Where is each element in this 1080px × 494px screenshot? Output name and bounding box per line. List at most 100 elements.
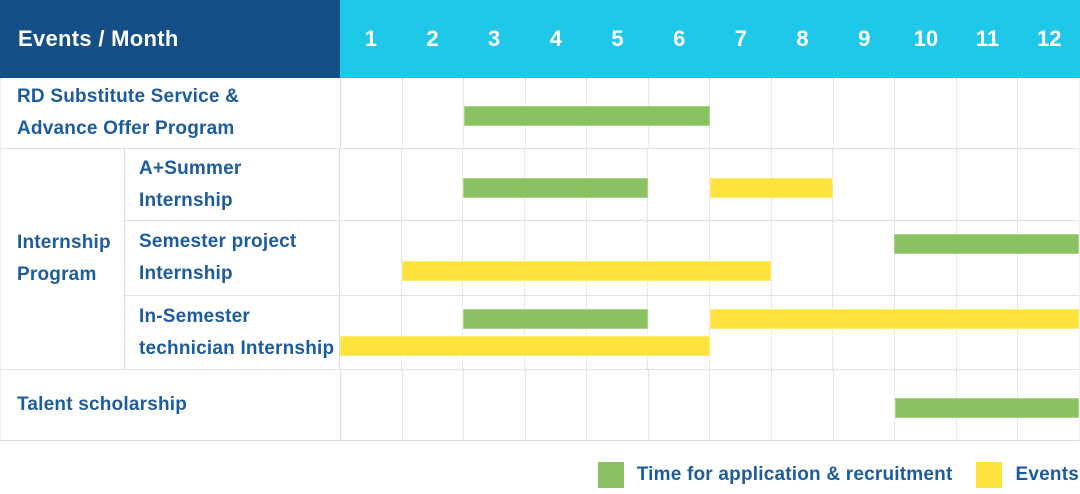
month-column <box>772 78 834 148</box>
legend-label-events: Events <box>1015 464 1079 485</box>
month-header-7: 7 <box>734 26 747 51</box>
row-label: A+Summer Internship <box>125 149 340 220</box>
month-header-6: 6 <box>673 26 686 51</box>
row-label: Semester project Internship <box>125 221 340 295</box>
row-label-line: Internship <box>139 263 233 284</box>
month-gridlines <box>341 78 1079 148</box>
month-gridlines <box>340 221 1079 295</box>
month-column <box>1018 221 1079 295</box>
row-label-line: Internship <box>139 189 233 211</box>
row-label-line: Program <box>17 264 97 285</box>
gantt-body: RD Substitute Service & Advance Offer Pro… <box>0 78 1080 441</box>
month-column <box>957 296 1019 369</box>
gantt-header-row: Events / Month 1 2 3 4 5 6 7 8 9 10 11 12 <box>0 0 1080 78</box>
row-label-line: technician Internship <box>139 337 335 359</box>
month-column <box>402 296 464 369</box>
table-row: Semester project Internship <box>125 220 1079 295</box>
row-label-line: Internship <box>17 232 111 253</box>
month-column <box>772 296 834 369</box>
month-header-4: 4 <box>549 26 562 51</box>
month-column <box>464 370 526 440</box>
gantt-bar-event <box>401 261 772 281</box>
month-column <box>1018 296 1079 369</box>
group-label: Internship Program <box>1 149 125 369</box>
month-column <box>463 296 526 369</box>
month-column <box>895 296 957 369</box>
gantt-bar-event <box>709 177 833 198</box>
month-column <box>895 149 957 220</box>
month-header-10: 10 <box>913 26 939 51</box>
gantt-bar-event <box>340 336 710 356</box>
group-sub-rows: A+Summer Internship Semester project Intern… <box>125 149 1079 369</box>
gantt-bar-event <box>709 309 1079 329</box>
legend-item-application: Time for application & recruitment <box>597 462 953 488</box>
month-column <box>587 370 649 440</box>
application-color-swatch-icon <box>597 462 624 488</box>
gantt-bar-application <box>463 177 648 198</box>
month-column <box>648 149 711 220</box>
row-chart-area <box>341 370 1079 440</box>
month-column <box>957 221 1019 295</box>
row-label-line: In-Semester <box>139 305 250 327</box>
month-column <box>403 370 465 440</box>
month-column <box>402 221 464 295</box>
legend-item-events: Events <box>976 462 1079 488</box>
month-column <box>403 78 465 148</box>
row-label: In-Semester technician Internship <box>125 296 340 369</box>
month-column <box>895 78 957 148</box>
events-month-title: Events / Month <box>0 0 340 78</box>
month-column <box>833 296 896 369</box>
row-chart-area <box>340 296 1079 369</box>
row-label: RD Substitute Service & Advance Offer Pro… <box>1 78 341 148</box>
row-label-line: A+Summer <box>139 157 242 179</box>
row-chart-area <box>341 78 1079 148</box>
month-header-8: 8 <box>796 26 809 51</box>
month-column <box>1018 78 1079 148</box>
month-column <box>772 370 834 440</box>
month-column <box>649 370 711 440</box>
month-gridlines <box>340 296 1079 369</box>
month-column <box>957 149 1019 220</box>
month-column <box>833 149 896 220</box>
row-label-line: Talent scholarship <box>17 394 188 415</box>
month-column <box>895 221 957 295</box>
month-column <box>341 370 403 440</box>
month-column <box>1018 149 1079 220</box>
month-header-3: 3 <box>488 26 501 51</box>
month-column <box>525 296 587 369</box>
table-row: In-Semester technician Internship <box>125 295 1079 369</box>
month-column <box>772 149 834 220</box>
legend-label-application: Time for application & recruitment <box>636 464 953 485</box>
month-column <box>833 221 896 295</box>
month-column <box>463 221 526 295</box>
gantt-bar-application <box>894 398 1079 418</box>
group-internship-program: Internship Program A+Summer Internship Semes… <box>1 148 1079 369</box>
month-column <box>710 296 772 369</box>
month-header-11: 11 <box>975 26 1000 51</box>
month-column <box>525 221 587 295</box>
legend: Time for application & recruitment Event… <box>0 462 1080 488</box>
month-header-9: 9 <box>858 26 871 51</box>
month-column <box>648 221 711 295</box>
month-column <box>710 78 773 148</box>
month-header-band: 1 2 3 4 5 6 7 8 9 10 11 12 <box>340 0 1080 78</box>
month-column <box>402 149 464 220</box>
gantt-bar-application <box>894 234 1079 254</box>
row-chart-area <box>340 149 1079 220</box>
month-column <box>772 221 834 295</box>
month-column <box>834 370 896 440</box>
events-month-gantt-chart: Events / Month 1 2 3 4 5 6 7 8 9 10 11 12 RD Substi… <box>0 0 1080 441</box>
month-column <box>710 370 773 440</box>
month-column <box>340 149 402 220</box>
month-column <box>526 370 588 440</box>
month-column <box>340 221 402 295</box>
month-header-2: 2 <box>426 26 439 51</box>
gantt-bar-application <box>463 309 648 329</box>
month-column <box>710 221 772 295</box>
row-label-line: Semester project <box>139 231 297 252</box>
month-column <box>587 296 649 369</box>
month-column <box>957 78 1019 148</box>
month-header-1: 1 <box>364 26 377 51</box>
row-chart-area <box>340 221 1079 295</box>
month-column <box>340 296 402 369</box>
